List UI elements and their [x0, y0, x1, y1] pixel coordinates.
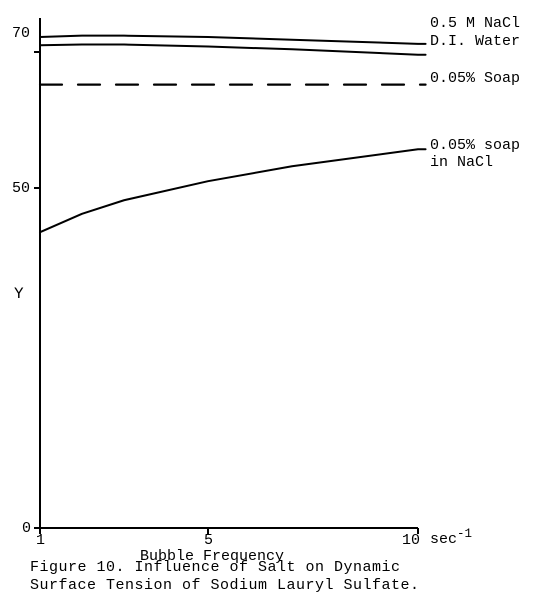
xtick-1: 1 [36, 532, 45, 549]
ytick-0: 0 [22, 520, 31, 537]
series-label-diwater: D.I. Water [430, 33, 520, 50]
series-label-soap: 0.05% Soap [430, 70, 520, 87]
xtick-10: 10 [402, 532, 420, 549]
x-unit-label: sec-1 [430, 527, 472, 548]
figure-page: 70 50 0 Y 1 5 10 sec-1 Bubble Frequency … [0, 0, 553, 608]
y-axis-symbol: Y [14, 285, 24, 303]
figure-caption: Figure 10. Influence of Salt on Dynamic … [30, 559, 530, 597]
ytick-50: 50 [12, 180, 30, 197]
series-label-soapnacl: 0.05% soap in NaCl [430, 137, 520, 171]
series-label-nacl: 0.5 M NaCl [430, 15, 520, 32]
xtick-5: 5 [204, 532, 213, 549]
ytick-70: 70 [12, 25, 30, 42]
